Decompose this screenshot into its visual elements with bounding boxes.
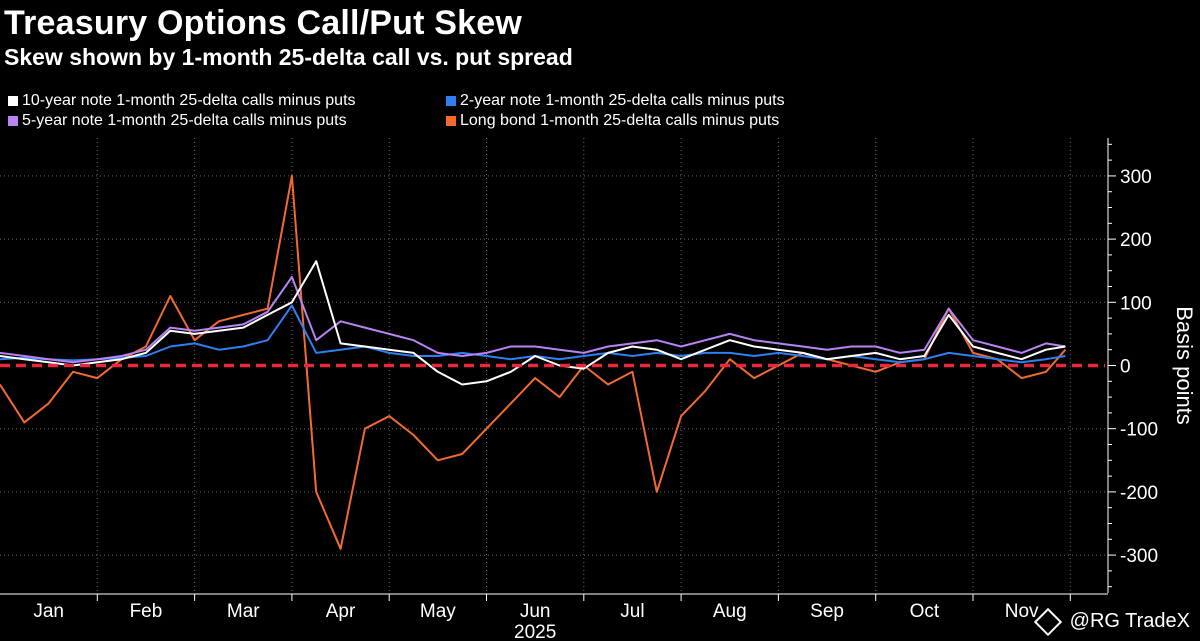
legend-label-5y: 5-year note 1-month 25-delta calls minus…	[22, 112, 347, 129]
x-tick-label: Sep	[810, 601, 844, 622]
x-tick-label: May	[420, 601, 456, 622]
y-tick-label: 300	[1120, 167, 1152, 188]
series-line-3	[0, 174, 1067, 550]
legend-item-2y: 2-year note 1-month 25-delta calls minus…	[446, 92, 785, 110]
legend-item-long-bond: Long bond 1-month 25-delta calls minus p…	[446, 112, 779, 130]
x-tick-label: Jun	[520, 601, 551, 622]
legend-swatch-2y	[446, 96, 456, 106]
legend-label-2y: 2-year note 1-month 25-delta calls minus…	[460, 92, 785, 109]
chart-title: Treasury Options Call/Put Skew	[4, 4, 523, 42]
x-tick-label: Jul	[620, 601, 644, 622]
x-tick-label: Feb	[130, 601, 163, 622]
watermark-logo-icon	[1033, 607, 1062, 636]
y-tick-label: 0	[1120, 357, 1131, 378]
series-line-2	[0, 276, 1066, 364]
y-tick-label: 100	[1120, 293, 1152, 314]
legend-label-long-bond: Long bond 1-month 25-delta calls minus p…	[460, 112, 780, 129]
y-tick-label: 200	[1120, 230, 1152, 251]
legend-label-10y: 10-year note 1-month 25-delta calls minu…	[22, 92, 356, 109]
y-axis-label: Basis points	[1172, 306, 1197, 425]
y-tick-label: -200	[1120, 483, 1158, 504]
x-tick-label: Aug	[713, 601, 747, 622]
x-tick-label: Apr	[326, 601, 356, 622]
y-tick-label: -300	[1120, 546, 1158, 567]
x-tick-label: Jan	[33, 601, 64, 622]
legend-swatch-5y	[8, 116, 18, 126]
watermark: @RG TradeX	[1033, 607, 1190, 636]
watermark-text: @RG TradeX	[1069, 610, 1190, 632]
legend-swatch-10y	[8, 96, 18, 106]
y-tick-label: -100	[1120, 420, 1158, 441]
legend-item-10y: 10-year note 1-month 25-delta calls minu…	[8, 92, 356, 110]
legend-swatch-long-bond	[446, 116, 456, 126]
x-tick-label: Nov	[1005, 601, 1039, 622]
x-tick-label: Mar	[227, 601, 260, 622]
chart-subtitle: Skew shown by 1-month 25-delta call vs. …	[4, 44, 573, 70]
series-line-1	[0, 304, 1066, 364]
series-line-0	[0, 260, 1066, 386]
legend-item-5y: 5-year note 1-month 25-delta calls minus…	[8, 112, 347, 130]
x-axis-year-label: 2025	[514, 622, 556, 641]
x-tick-label: Oct	[910, 601, 940, 622]
